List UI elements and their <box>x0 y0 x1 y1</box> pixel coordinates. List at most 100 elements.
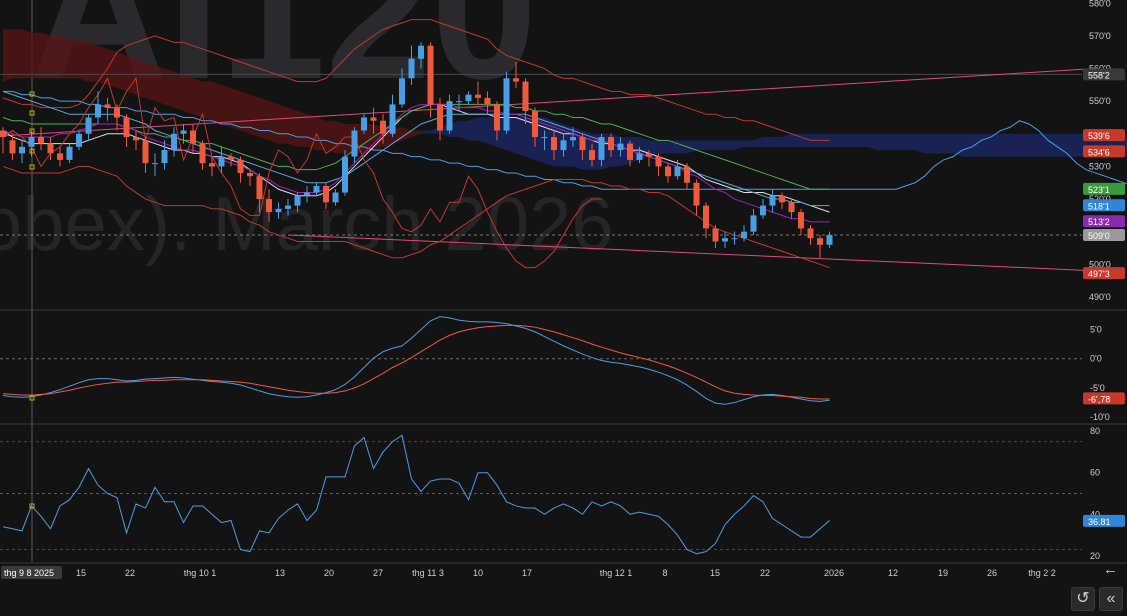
candle-body <box>655 156 662 167</box>
candle-body <box>608 137 614 151</box>
candle-body <box>370 117 377 121</box>
candle-body <box>551 137 557 151</box>
candle-body <box>180 130 187 134</box>
price-tag-label: 509'0 <box>1088 231 1110 241</box>
trendline-0 <box>0 68 1096 137</box>
candle-body <box>104 104 111 108</box>
time-tick-label: thg 2 2 <box>1028 568 1056 578</box>
time-tick-label: 19 <box>938 568 948 578</box>
candle-body <box>418 45 424 59</box>
candle-body <box>199 143 206 164</box>
candle-body <box>722 238 728 242</box>
price-tag <box>1083 267 1125 280</box>
candle-body <box>190 130 196 144</box>
macd-tick-label: -10'0 <box>1090 412 1110 422</box>
candle-body <box>332 192 339 203</box>
price-tag <box>1083 129 1125 142</box>
candle-body <box>665 166 671 177</box>
ichimoku-cloud-1 <box>421 117 1127 170</box>
candle-body <box>399 78 405 105</box>
rsi-tick-label: 40 <box>1090 509 1100 519</box>
price-tag-label: 523'1 <box>1088 185 1110 195</box>
price-tick-label: 520'0 <box>1089 194 1111 204</box>
crosshair-marker-5 <box>29 395 35 401</box>
candle-body <box>807 228 814 239</box>
candle-body <box>636 153 643 160</box>
time-tick-label: thg 9 8 2025 <box>4 568 54 578</box>
reset-chart-button[interactable]: ↺ <box>1071 587 1095 611</box>
candle-body <box>323 186 329 203</box>
rsi-value-label: 36.81 <box>1088 517 1111 527</box>
price-tick-label: 570'0 <box>1089 31 1111 41</box>
time-tick-label: 26 <box>987 568 997 578</box>
price-tag-label: 539'6 <box>1088 131 1110 141</box>
series-bb_upper <box>2 19 830 141</box>
series-chikou_red <box>2 77 602 269</box>
candle-body <box>133 137 139 141</box>
candle-body <box>712 228 719 242</box>
candle-body <box>256 176 263 200</box>
price-tag <box>1083 215 1125 228</box>
price-tag-label: 534'6 <box>1088 147 1110 157</box>
series-signal <box>2 324 830 400</box>
crosshair-marker-1 <box>29 110 35 116</box>
candle-body <box>750 215 757 232</box>
candle-body <box>446 101 453 131</box>
time-tick-label: 12 <box>888 568 898 578</box>
rsi-tick-label: 60 <box>1090 468 1100 478</box>
candle-body <box>779 195 785 203</box>
price-tag-label: 497'3 <box>1088 269 1110 279</box>
candle-body <box>427 45 434 105</box>
candle-body <box>788 202 795 213</box>
candle-body <box>798 212 804 229</box>
time-tick-label: 22 <box>760 568 770 578</box>
price-tag-label: 513'2 <box>1088 217 1110 227</box>
series-rsi <box>2 434 830 555</box>
candle-body <box>209 163 215 167</box>
candle-body <box>28 137 35 147</box>
trendline-1 <box>287 234 1096 272</box>
series-bb_lower <box>2 165 830 269</box>
crosshair-marker-4 <box>29 164 35 170</box>
rsi-value-tag <box>1083 514 1125 527</box>
candle-body <box>456 101 462 103</box>
series-kijun_blue <box>2 90 830 207</box>
price-tick-label: 490'0 <box>1089 292 1111 302</box>
macd-value-tag <box>1083 392 1125 405</box>
time-tick-label: 27 <box>373 568 383 578</box>
ichimoku-cloud-0 <box>3 29 421 154</box>
candle-body <box>484 97 491 105</box>
candle-body <box>589 150 595 160</box>
candle-body <box>342 156 348 193</box>
scroll-to-latest-icon[interactable]: ← <box>1103 561 1118 578</box>
price-tag <box>1083 199 1125 212</box>
candle-body <box>408 58 415 79</box>
candle-body <box>152 163 158 165</box>
candle-body <box>627 143 633 160</box>
candle-body <box>171 133 177 151</box>
macd-value-label: -6',78 <box>1088 394 1110 404</box>
candle-body <box>389 104 396 134</box>
candle-body <box>475 94 481 98</box>
candle-body <box>237 159 244 173</box>
candle-body <box>598 137 605 160</box>
candle-body <box>95 104 101 118</box>
price-tag <box>1083 228 1125 241</box>
candle-body <box>266 199 272 213</box>
candle-body <box>560 140 567 151</box>
candle-body <box>313 186 320 193</box>
candle-body <box>617 143 624 151</box>
candle-body <box>85 117 92 134</box>
time-tick-label: 15 <box>76 568 86 578</box>
candle-body <box>674 166 681 177</box>
candle-body <box>437 104 443 131</box>
candle-body <box>817 238 823 245</box>
time-tick-label: thg 11 3 <box>412 568 444 578</box>
candle-body <box>503 78 510 131</box>
candle-body <box>760 205 766 216</box>
candle-body <box>570 137 576 141</box>
collapse-panel-button[interactable]: « <box>1099 587 1123 611</box>
candle-body <box>66 146 73 160</box>
time-tick-label: 8 <box>662 568 667 578</box>
